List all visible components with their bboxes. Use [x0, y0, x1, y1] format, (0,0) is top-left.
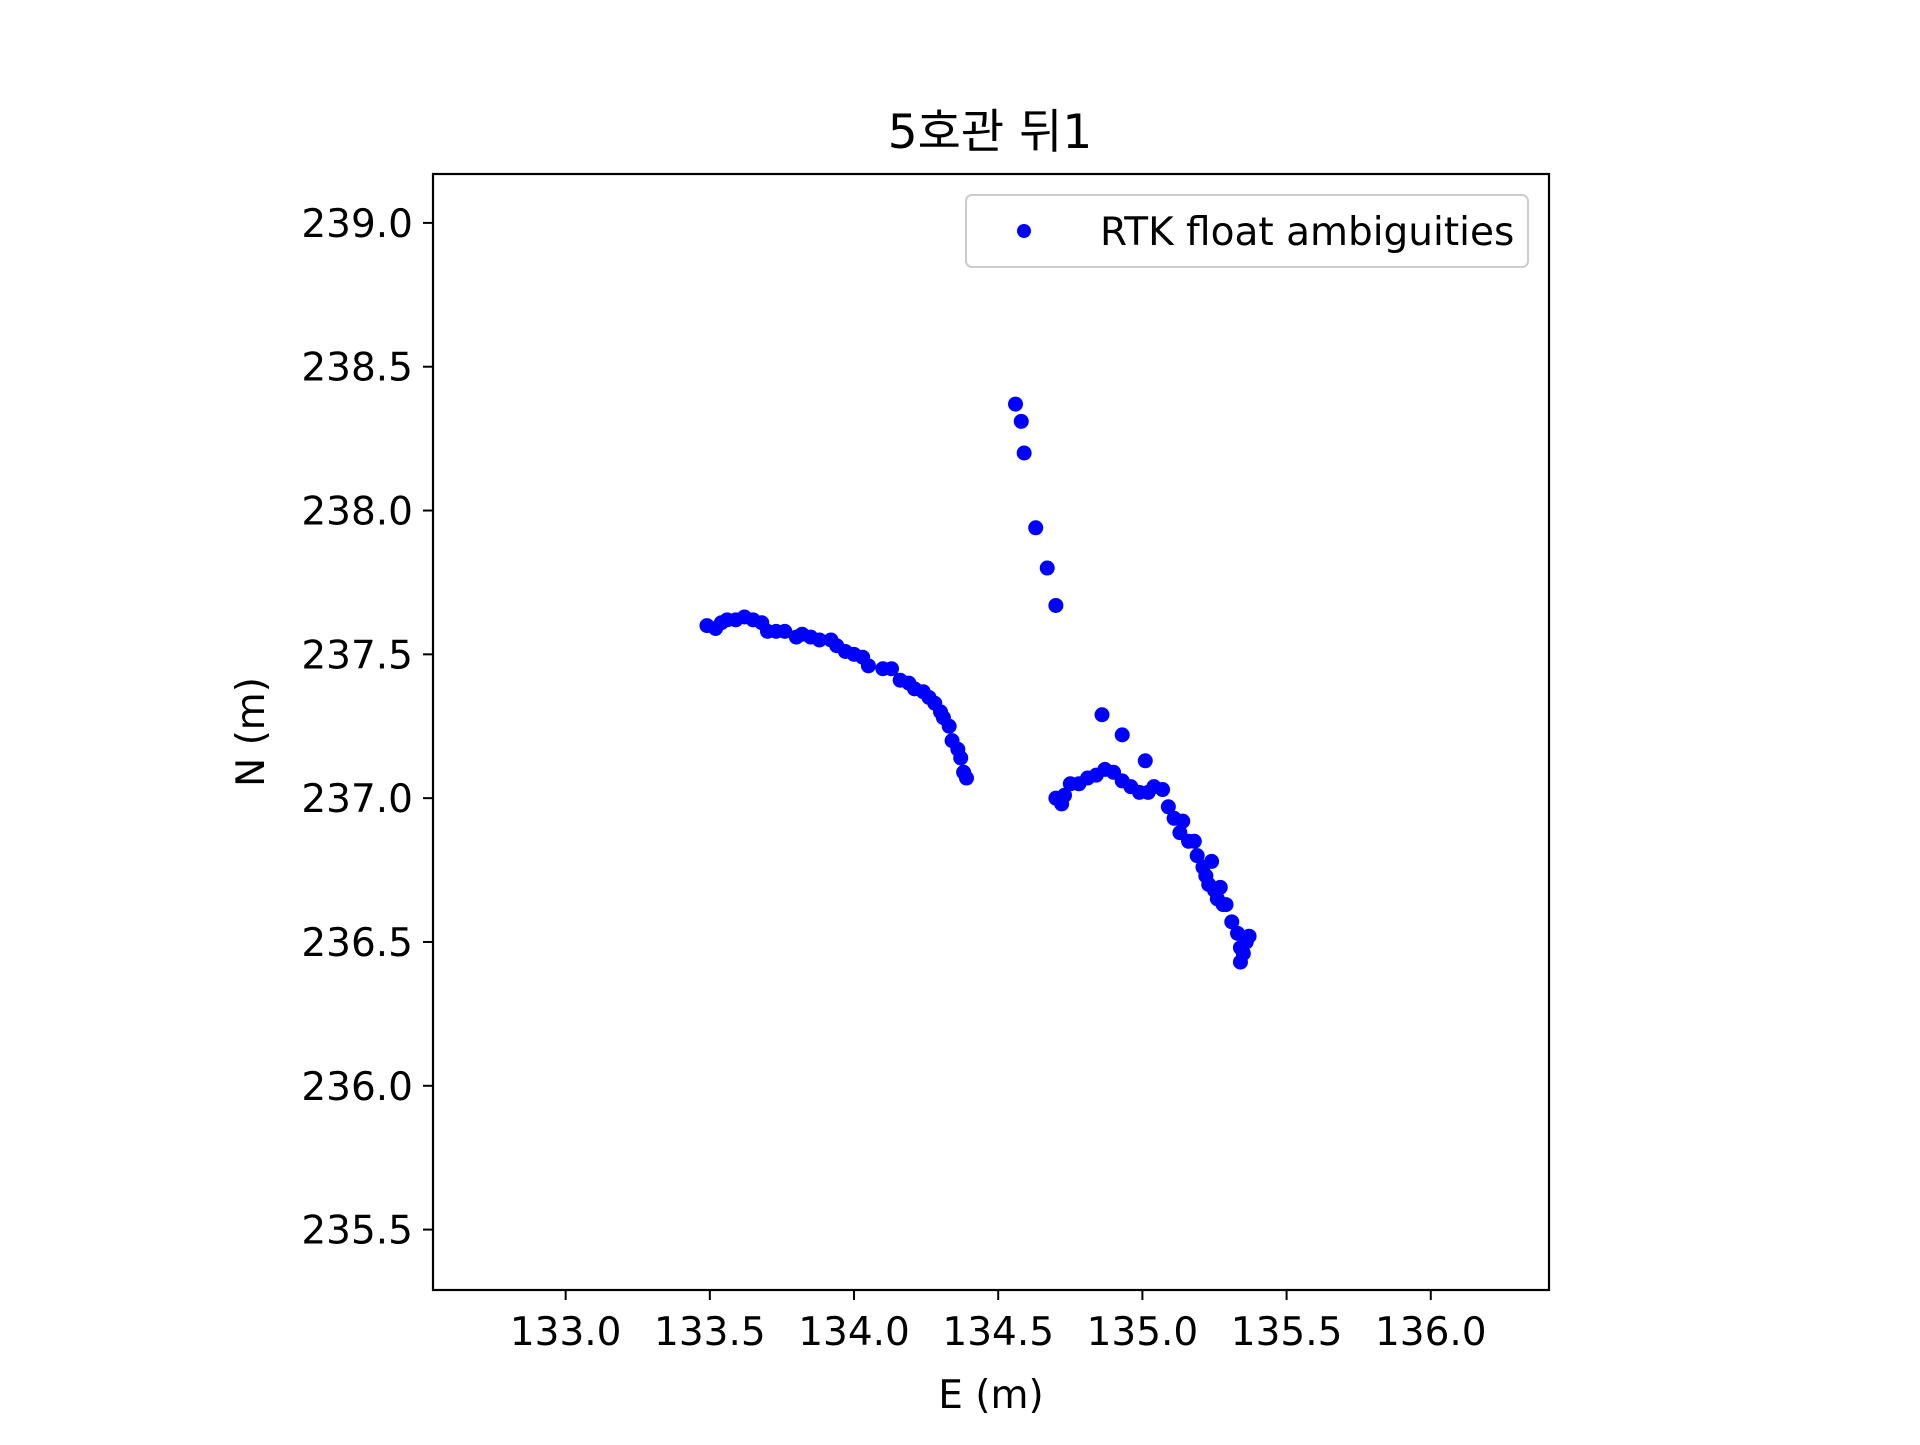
y-tick-label: 235.5 — [301, 1209, 413, 1254]
data-point — [1114, 727, 1130, 743]
data-point — [811, 632, 827, 648]
legend-box — [965, 194, 1529, 268]
data-point — [1016, 445, 1032, 461]
x-axis-ticks: 133.0 133.5 134.0 134.5 135.0 135.5 136.0 — [510, 1290, 1487, 1355]
plot-frame — [431, 172, 1551, 1292]
y-tick-label: 237.0 — [301, 777, 413, 822]
y-tick-label: 237.5 — [301, 633, 413, 678]
data-point — [1212, 879, 1228, 895]
x-tick-label: 134.5 — [942, 1310, 1054, 1355]
x-axis-label: E (m) — [938, 1373, 1043, 1418]
data-point — [941, 718, 957, 734]
y-tick-label: 238.5 — [301, 346, 413, 391]
data-point — [1218, 897, 1234, 913]
data-point — [1224, 914, 1240, 930]
data-point — [1155, 782, 1171, 798]
data-point — [1137, 753, 1153, 769]
data-point — [1160, 799, 1176, 815]
data-point — [1008, 396, 1024, 412]
data-point — [1232, 954, 1248, 970]
x-tick-label: 134.0 — [798, 1310, 910, 1355]
legend-label: RTK float ambiguities — [1100, 210, 1514, 255]
data-point — [1039, 560, 1055, 576]
y-tick-label: 236.5 — [301, 921, 413, 966]
x-tick-label: 135.0 — [1087, 1310, 1199, 1355]
x-tick-label: 133.0 — [510, 1310, 622, 1355]
data-point — [1189, 848, 1205, 864]
data-point — [1094, 707, 1110, 723]
data-point — [1241, 928, 1257, 944]
data-point — [1048, 597, 1064, 613]
data-point — [1186, 833, 1202, 849]
data-point — [777, 623, 793, 639]
data-point — [958, 770, 974, 786]
data-point — [953, 750, 969, 766]
data-point — [860, 658, 876, 674]
y-tick-label: 236.0 — [301, 1065, 413, 1110]
x-tick-label: 135.5 — [1231, 1310, 1343, 1355]
data-point — [1204, 853, 1220, 869]
data-point — [1175, 813, 1191, 829]
data-point — [1057, 787, 1073, 803]
y-axis-label: N (m) — [229, 677, 274, 787]
data-point — [884, 661, 900, 677]
x-tick-label: 133.5 — [654, 1310, 766, 1355]
data-points — [699, 396, 1257, 970]
y-axis-ticks: 235.5 236.0 236.5 237.0 237.5 238.0 238.5 239.0 — [301, 202, 433, 1254]
legend: RTK float ambiguities — [965, 194, 1529, 268]
legend-marker — [1017, 224, 1031, 238]
chart-title: 5호관 뒤1 — [888, 105, 1092, 160]
y-tick-label: 238.0 — [301, 490, 413, 535]
data-point — [1013, 413, 1029, 429]
data-point — [1028, 520, 1044, 536]
x-tick-label: 136.0 — [1375, 1310, 1487, 1355]
y-tick-label: 239.0 — [301, 202, 413, 247]
